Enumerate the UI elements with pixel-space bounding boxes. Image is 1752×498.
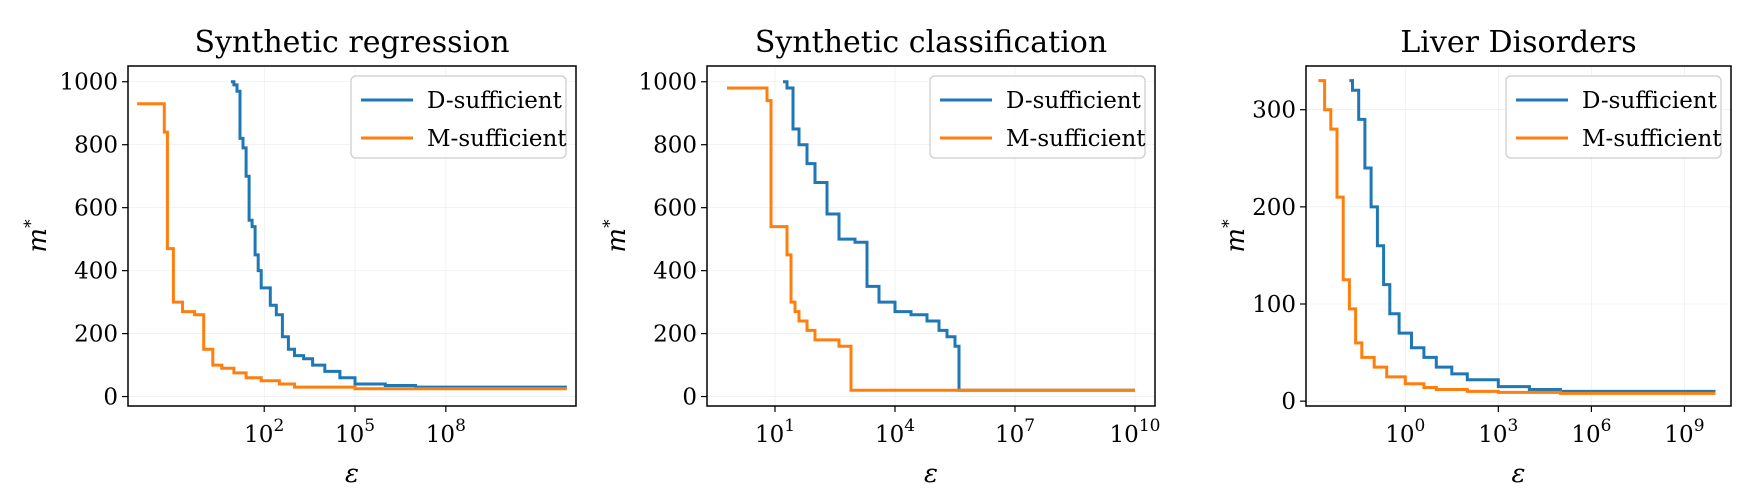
- legend: D-sufficient M-sufficient: [929, 75, 1146, 159]
- y-tick-label: 300: [1252, 98, 1296, 124]
- panel-1: 0 200 400 600 800 1000 102 105 108 Synthetic regr…: [21, 25, 577, 489]
- y-axis-label: m*: [1219, 219, 1251, 253]
- x-tick-label: 102: [244, 416, 284, 448]
- legend-label: D-sufficient: [1582, 88, 1718, 114]
- y-axis-label: m*: [600, 219, 632, 253]
- y-tick-label: 400: [653, 259, 697, 285]
- axes-frame: [127, 65, 577, 407]
- y-tick-label: 200: [1252, 195, 1296, 221]
- legend-label: M-sufficient: [427, 126, 567, 152]
- legend: D-sufficient M-sufficient: [350, 75, 567, 159]
- y-tick-label: 600: [74, 196, 118, 222]
- series-line-d-sufficient: [1349, 79, 1716, 393]
- x-tick-label: 106: [1571, 416, 1611, 448]
- x-axis-label: ε: [345, 459, 359, 489]
- y-axis-label: m*: [21, 219, 53, 253]
- legend-label: M-sufficient: [1006, 126, 1146, 152]
- chart-title: Synthetic classification: [755, 25, 1107, 60]
- x-tick-label: 1010: [1110, 416, 1161, 448]
- x-tick-label: 105: [335, 416, 375, 448]
- legend-label: M-sufficient: [1582, 126, 1722, 152]
- x-axis-label: ε: [1512, 459, 1526, 489]
- legend: D-sufficient M-sufficient: [1505, 75, 1722, 159]
- series-line-d-sufficient: [230, 80, 567, 389]
- y-tick-label: 400: [74, 259, 118, 285]
- chart-title: Synthetic regression: [194, 25, 509, 60]
- panel-2: 0 200 400 600 800 1000 101 104 107 1010 Synthetic …: [600, 25, 1160, 489]
- series-line-m-sufficient: [727, 86, 1135, 392]
- legend-label: D-sufficient: [427, 88, 563, 114]
- x-tick-label: 108: [426, 416, 466, 448]
- y-tick-label: 0: [682, 385, 697, 411]
- x-tick-label: 107: [995, 416, 1035, 448]
- x-axis-label: ε: [924, 459, 938, 489]
- series-line-m-sufficient: [1318, 79, 1716, 395]
- x-tick-label: 100: [1385, 416, 1425, 448]
- y-tick-label: 600: [653, 196, 697, 222]
- legend-label: D-sufficient: [1006, 88, 1142, 114]
- y-tick-label: 0: [1281, 389, 1296, 415]
- y-tick-label: 800: [653, 133, 697, 159]
- x-tick-label: 103: [1478, 416, 1518, 448]
- y-tick-label: 800: [74, 133, 118, 159]
- y-tick-label: 1000: [638, 70, 697, 96]
- x-tick-label: 109: [1664, 416, 1704, 448]
- y-tick-label: 100: [1252, 292, 1296, 318]
- axes-frame: [706, 65, 1156, 407]
- y-tick-label: 200: [653, 322, 697, 348]
- panel-3: 0 100 200 300 100 103 106 109 Liver Disorders ε m*…: [1219, 25, 1732, 489]
- axes-frame: [1305, 65, 1732, 407]
- y-tick-label: 200: [74, 322, 118, 348]
- y-tick-label: 0: [103, 385, 118, 411]
- chart-title: Liver Disorders: [1400, 25, 1636, 60]
- series-line-m-sufficient: [137, 102, 567, 391]
- x-tick-label: 101: [755, 416, 795, 448]
- x-tick-label: 104: [875, 416, 915, 448]
- y-tick-label: 1000: [59, 70, 118, 96]
- series-line-d-sufficient: [783, 80, 1135, 392]
